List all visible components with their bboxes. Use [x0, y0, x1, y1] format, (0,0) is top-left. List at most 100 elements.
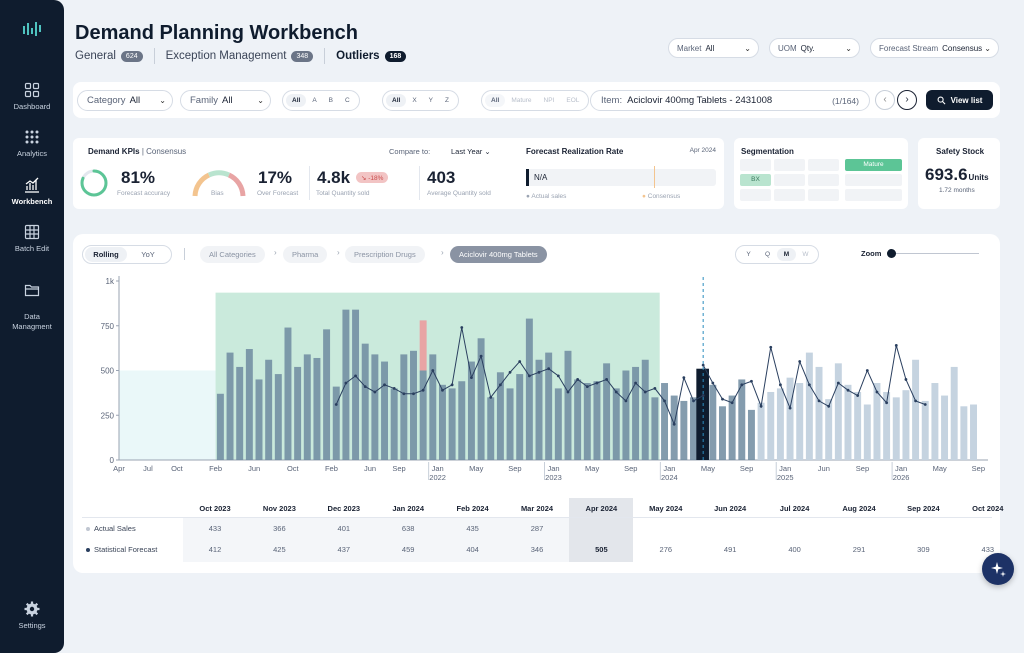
lifecycle-option[interactable]: NPI [543, 97, 555, 104]
table-cell[interactable]: 437 [337, 545, 351, 554]
xyz-option[interactable]: Y [428, 97, 433, 104]
realization-bar: N/A [526, 166, 716, 188]
forecast-point [614, 390, 618, 394]
tab-outliers[interactable]: Outliers 168 [336, 50, 407, 62]
table-cell[interactable]: 491 [723, 545, 737, 554]
forecast-point [527, 374, 531, 378]
lifecycle-option[interactable]: EOL [566, 97, 580, 104]
safety-stock-figure: 693.6Units [925, 165, 989, 185]
sidebar-item-workbench[interactable]: Workbench [0, 177, 64, 206]
xyz-option[interactable]: X [412, 97, 417, 104]
legend-consensus: ● Consensus [642, 193, 681, 200]
period-year[interactable]: Y [746, 251, 751, 258]
ai-assistant-button[interactable] [982, 553, 1014, 585]
abc-option[interactable]: B [328, 97, 333, 104]
table-cell[interactable]: 309 [917, 545, 930, 554]
forecast-point [788, 406, 792, 410]
table-cell[interactable]: 425 [273, 545, 286, 554]
forecast-bar [873, 383, 881, 460]
sidebar-item-analytics[interactable]: Analytics [0, 129, 64, 158]
legend-consensus-label: Consensus [647, 193, 681, 200]
sidebar-item-settings[interactable]: Settings [0, 601, 64, 630]
lifecycle-option[interactable]: Mature [511, 97, 532, 104]
table-cell[interactable]: 404 [466, 545, 479, 554]
forecast-bar [776, 388, 784, 460]
chevron-right-icon: › [274, 248, 277, 257]
compare-dropdown[interactable]: Last Year ⌄ [451, 147, 491, 156]
forecast-table: Oct 2023 Nov 2023 Dec 2023 Jan 2024 Feb 2024… [82, 498, 1003, 568]
gear-icon [24, 601, 40, 617]
abc-option[interactable]: C [345, 97, 350, 104]
forecast-bar [863, 404, 871, 460]
tab-general[interactable]: General 624 [75, 50, 143, 62]
sidebar-item-batch-edit[interactable]: Batch Edit [0, 224, 64, 253]
segment-cell [808, 159, 839, 171]
dropdown-value: Consensus [942, 43, 983, 53]
table-cell[interactable]: 435 [466, 524, 479, 533]
forecast-bar [960, 406, 968, 460]
category-dropdown[interactable]: Category All ⌄ [77, 90, 173, 111]
breadcrumb-all-categories[interactable]: All Categories [200, 246, 265, 263]
next-item-button[interactable]: › [897, 90, 917, 110]
segment-cell [774, 174, 805, 186]
forecast-point [779, 383, 782, 387]
over-forecast-value: 17% [258, 168, 293, 187]
item-selector[interactable]: Item: Aciclovir 400mg Tablets - 2431008 … [590, 90, 870, 111]
dropdown-label: UOM [778, 43, 797, 53]
safety-stock-unit: Units [968, 173, 989, 182]
zoom-slider-handle[interactable] [887, 249, 896, 258]
previous-item-button[interactable]: ‹ [875, 90, 895, 110]
toggle-yoy[interactable]: YoY [141, 250, 155, 259]
toggle-rolling[interactable]: Rolling [85, 247, 127, 262]
lifecycle-option[interactable]: All [485, 94, 506, 107]
legend-dot-icon [86, 526, 90, 531]
table-cell[interactable]: 459 [401, 545, 415, 554]
forecast-point [354, 374, 357, 378]
table-cell[interactable]: 401 [337, 524, 351, 533]
table-cell[interactable]: 366 [273, 524, 286, 533]
abc-option[interactable]: All [286, 94, 307, 107]
table-cell[interactable]: 291 [852, 545, 866, 554]
xyz-option[interactable]: Z [445, 97, 449, 104]
forecast-point [537, 370, 541, 374]
breadcrumb-prescription-drugs[interactable]: Prescription Drugs [345, 246, 425, 263]
zoom-track[interactable] [891, 253, 979, 254]
delta-badge: ↘ -18% [356, 172, 389, 183]
sidebar-item-dashboard[interactable]: Dashboard [0, 82, 64, 111]
actual-bar [487, 397, 495, 460]
table-cell[interactable]: 276 [659, 545, 673, 554]
breadcrumb-item[interactable]: Aciclovir 400mg Tablets [450, 246, 547, 263]
period-month[interactable]: M [777, 248, 796, 261]
view-list-button[interactable]: View list [926, 90, 993, 110]
table-cell[interactable]: 346 [530, 545, 544, 554]
xyz-option[interactable]: All [386, 94, 407, 107]
forecast-stream-dropdown[interactable]: Forecast Stream Consensus ⌄ [870, 38, 999, 58]
table-cell[interactable]: 412 [208, 545, 222, 554]
app-logo-icon[interactable] [22, 20, 42, 38]
tab-exception-management[interactable]: Exception Management 348 [166, 50, 314, 62]
sidebar-item-data-management[interactable]: Data Managment [0, 272, 64, 332]
market-dropdown[interactable]: Market All ⌄ [668, 38, 759, 58]
kpis-heading: Demand KPIs | Consensus [88, 147, 187, 156]
table-cell[interactable]: 638 [401, 524, 415, 533]
forecast-point [769, 345, 773, 349]
breadcrumb-pharma[interactable]: Pharma [283, 246, 328, 263]
dropdown-label: Category [87, 95, 126, 106]
family-dropdown[interactable]: Family All ⌄ [180, 90, 271, 111]
table-cell[interactable]: 287 [530, 524, 544, 533]
forecast-bar [941, 395, 949, 460]
forecast-point [383, 383, 386, 387]
actual-bar [651, 397, 659, 460]
table-cell[interactable]: 400 [788, 545, 801, 554]
forecast-bar [796, 383, 804, 460]
actual-bar [265, 359, 273, 460]
abc-option[interactable]: A [312, 97, 317, 104]
table-cell[interactable]: 433 [208, 524, 222, 533]
period-week[interactable]: W [802, 251, 809, 258]
table-cell[interactable]: 433 [981, 545, 995, 554]
period-quarter[interactable]: Q [764, 251, 771, 258]
forecast-bar [834, 363, 842, 460]
uom-dropdown[interactable]: UOM Qty. ⌄ [769, 38, 860, 58]
table-cell[interactable]: 505 [595, 545, 608, 554]
forecast-bar [825, 399, 833, 460]
